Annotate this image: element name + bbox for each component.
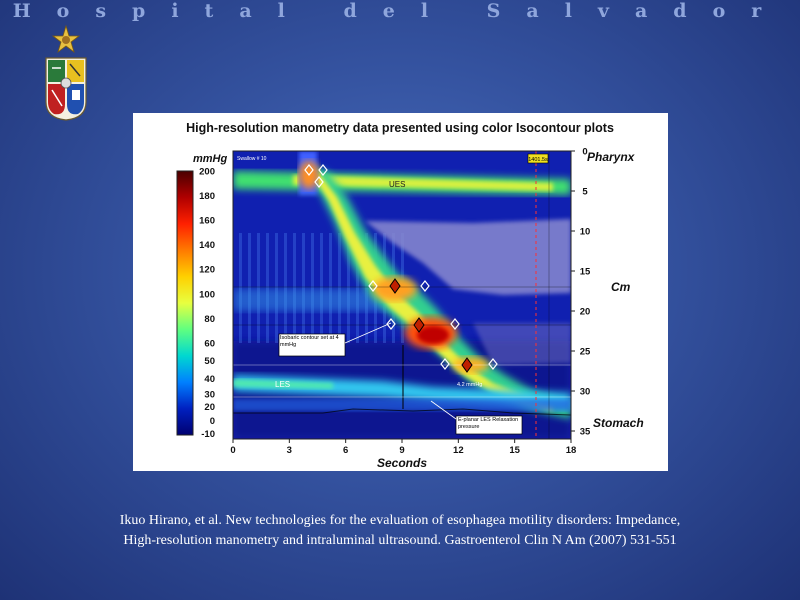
colorbar-tick-label: 50 — [204, 356, 215, 367]
ues-label: UES — [389, 180, 405, 189]
x-tick-label: 12 — [453, 445, 464, 456]
y-tick-label: 15 — [580, 267, 591, 278]
y-tick-label: 20 — [580, 307, 591, 318]
header-title: Hospital del Salvador — [12, 0, 788, 22]
colorbar-tick-label: -10 — [201, 429, 215, 440]
y-axis-label: Cm — [611, 280, 631, 294]
texture-stripe — [239, 233, 242, 343]
eplanar-callout — [455, 415, 523, 435]
y-tick-label: 25 — [580, 347, 591, 358]
contour-markers — [304, 164, 498, 373]
colorbar-tick-label: 160 — [199, 216, 215, 227]
texture-stripe — [257, 233, 260, 343]
swallow-label: Swallow # 10 — [237, 156, 267, 162]
texture-stripe — [284, 233, 287, 343]
isobaric-callout — [278, 333, 346, 357]
colorbar-tick-label: 60 — [204, 338, 215, 349]
colorbar-tick-label: 40 — [204, 374, 215, 385]
y-end-bottom-label: Stomach — [593, 416, 644, 430]
pressure-value-label: 4.2 mmHg — [457, 382, 482, 388]
y-end-top-label: Pharynx — [587, 150, 636, 164]
colorbar-tick-label: 20 — [204, 402, 215, 413]
plot-area — [233, 151, 571, 439]
texture-stripe — [338, 233, 341, 343]
x-tick-label: 15 — [509, 445, 520, 456]
colorbar-tick-label: 30 — [204, 389, 215, 400]
texture-stripe — [347, 233, 350, 343]
texture-stripe — [248, 233, 251, 343]
colorbar-tick-label: 100 — [199, 289, 215, 300]
manometry-chart: High-resolution manometry data presented… — [176, 121, 644, 470]
texture-stripe — [302, 233, 305, 343]
x-tick-label: 9 — [399, 445, 404, 456]
texture-stripe — [311, 233, 314, 343]
colorbar — [176, 170, 194, 436]
colorbar-tick-label: 0 — [210, 416, 215, 427]
x-tick-label: 6 — [343, 445, 348, 456]
texture-stripe — [329, 233, 332, 343]
x-tick-label: 18 — [566, 445, 577, 456]
eplanar-callout-text: E-planar LES Relaxation pressure — [458, 417, 519, 430]
university-coat-of-arms-icon — [40, 24, 92, 124]
colorbar-tick-label: 80 — [204, 314, 215, 325]
y-tick-label: 35 — [580, 427, 591, 438]
colorbar-tick-label: 200 — [199, 167, 215, 178]
texture-stripe — [293, 233, 296, 343]
colorbar-label: mmHg — [193, 153, 228, 165]
time-box-label: 1401.5s — [528, 157, 548, 163]
colorbar-tick-label: 120 — [199, 265, 215, 276]
citation-caption: Ikuo Hirano, et al. New technologies for… — [119, 513, 681, 548]
colorbar-tick-label: 140 — [199, 240, 215, 251]
star-icon — [51, 24, 81, 54]
manometry-figure: High-resolution manometry data presented… — [133, 113, 668, 471]
colorbar-tick-label: 180 — [199, 191, 215, 202]
isobaric-callout-text: Isobaric contour set at 4 mmHg — [280, 335, 339, 348]
les-label: LES — [275, 380, 290, 389]
texture-stripe — [320, 233, 323, 343]
texture-stripe — [275, 233, 278, 343]
y-tick-label: 30 — [580, 387, 591, 398]
texture-stripe — [356, 233, 359, 343]
x-tick-label: 3 — [287, 445, 292, 456]
y-tick-label: 10 — [580, 227, 591, 238]
y-tick-label: 5 — [582, 187, 588, 198]
texture-stripe — [266, 233, 269, 343]
x-tick-label: 0 — [230, 445, 235, 456]
chart-title: High-resolution manometry data presented… — [186, 121, 614, 135]
x-axis-label: Seconds — [377, 456, 427, 470]
y-tick-label: 0 — [582, 147, 587, 158]
